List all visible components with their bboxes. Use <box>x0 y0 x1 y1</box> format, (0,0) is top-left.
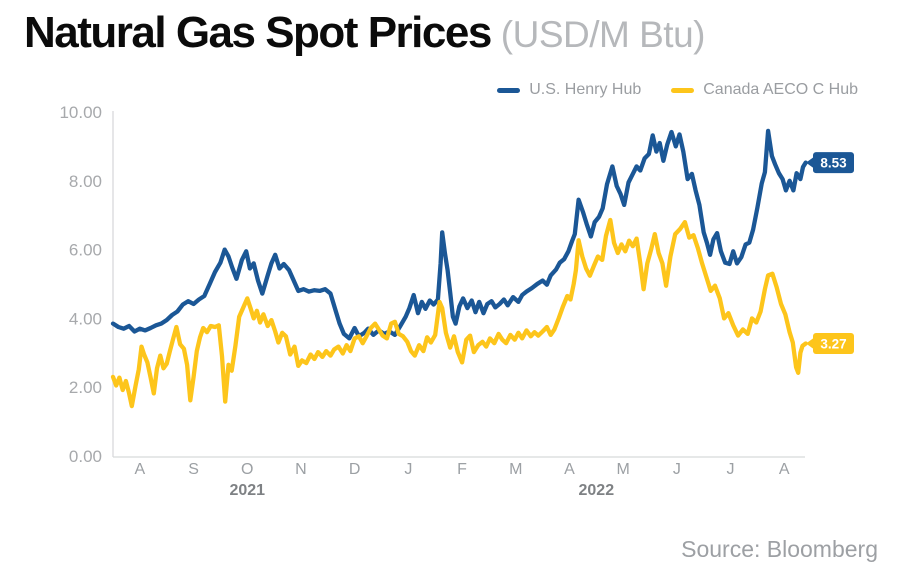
month-tick-label: M <box>509 461 522 478</box>
year-label: 2022 <box>579 482 615 499</box>
legend: U.S. Henry Hub Canada AECO C Hub <box>497 81 858 99</box>
month-tick-label: N <box>295 461 307 478</box>
legend-item-us-henry-hub: U.S. Henry Hub <box>497 81 641 99</box>
month-tick-label: F <box>457 461 467 478</box>
header: Natural Gas Spot Prices (USD/M Btu) <box>24 8 705 58</box>
month-tick-label: J <box>673 461 681 478</box>
series-line-u-s-henry-hub <box>110 128 808 341</box>
month-tick-label: D <box>349 461 361 478</box>
month-tick-label: A <box>564 461 575 478</box>
y-tick-label: 0.00 <box>69 447 102 466</box>
y-tick-label: 6.00 <box>69 241 102 260</box>
year-labels: 2021 2022 <box>229 482 614 499</box>
month-tick-label: S <box>188 461 199 478</box>
page-title: Natural Gas Spot Prices <box>24 8 492 57</box>
end-value-badge-canada-aeco-c-hub: 3.27 <box>806 333 854 355</box>
y-tick-label: 2.00 <box>69 378 102 397</box>
badge-body <box>813 152 854 174</box>
axes <box>112 111 805 458</box>
month-tick-label: J <box>727 461 735 478</box>
year-label: 2021 <box>229 482 265 499</box>
month-tick-label: O <box>241 461 253 478</box>
legend-label-us-henry-hub: U.S. Henry Hub <box>529 81 642 98</box>
y-tick-label: 10.00 <box>59 103 102 122</box>
month-tick-label: J <box>404 461 412 478</box>
badge-body <box>813 333 854 355</box>
legend-item-canada-aeco-c-hub: Canada AECO C Hub <box>671 81 858 99</box>
badge-arrow <box>806 156 815 170</box>
month-tick-label: A <box>135 461 146 478</box>
legend-label-canada-aeco-c-hub: Canada AECO C Hub <box>703 81 858 98</box>
legend-swatch-us-henry-hub <box>497 87 521 93</box>
badge-value: 3.27 <box>820 336 846 351</box>
title-units: (USD/M Btu) <box>500 14 706 55</box>
end-value-badge-u-s-henry-hub: 8.53 <box>806 152 854 174</box>
series-line-canada-aeco-c-hub <box>110 217 808 409</box>
month-tick-label: A <box>779 461 790 478</box>
source-credit: Source: Bloomberg <box>681 536 878 562</box>
badge-value: 8.53 <box>820 155 847 170</box>
y-axis-labels: 0.00 2.00 4.00 6.00 8.00 10.00 <box>59 103 102 466</box>
month-tick-label: M <box>616 461 629 478</box>
y-tick-label: 8.00 <box>69 172 102 191</box>
badge-arrow <box>806 337 815 351</box>
y-tick-label: 4.00 <box>69 309 102 328</box>
legend-swatch-canada-aeco-c-hub <box>671 87 695 93</box>
